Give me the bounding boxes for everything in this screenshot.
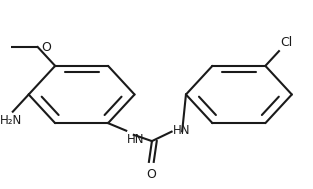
Text: Cl: Cl <box>280 36 293 49</box>
Text: H₂N: H₂N <box>0 114 23 127</box>
Text: O: O <box>41 40 51 53</box>
Text: HN: HN <box>172 124 190 137</box>
Text: HN: HN <box>127 133 144 146</box>
Text: O: O <box>146 168 156 180</box>
